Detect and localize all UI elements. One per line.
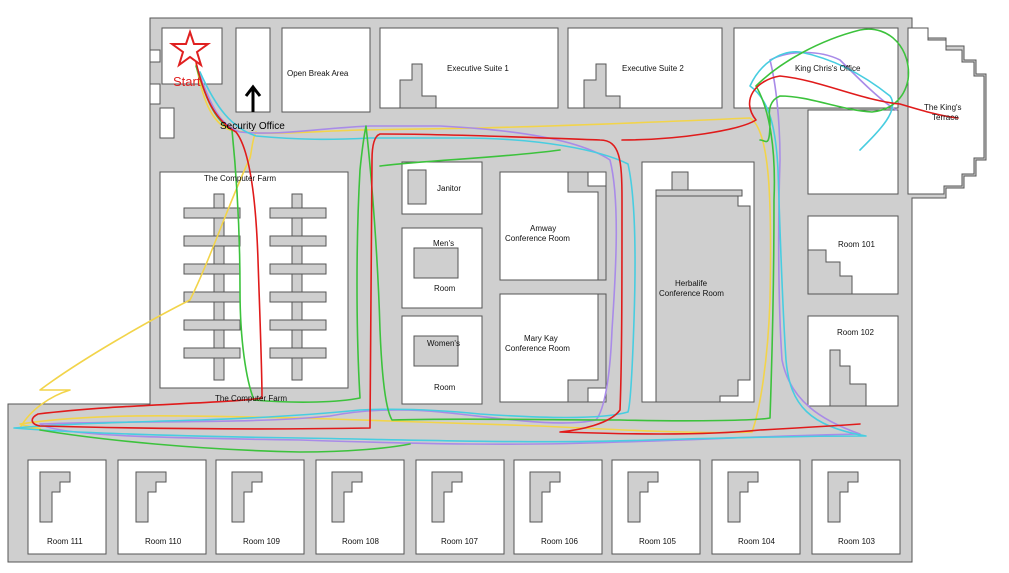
amway-obstacle bbox=[567, 171, 607, 281]
bottom-room-obstacles bbox=[39, 471, 859, 523]
route-green bbox=[39, 28, 910, 453]
route-paths bbox=[13, 28, 959, 453]
mens-label: Men's bbox=[433, 239, 454, 248]
mens-obstacle bbox=[413, 247, 459, 279]
king-chris-office-label: King Chris's Office bbox=[795, 64, 861, 73]
wall-notch-3 bbox=[159, 107, 175, 139]
open-break-area-label: Open Break Area bbox=[287, 69, 349, 78]
room-103-label: Room 103 bbox=[838, 537, 875, 546]
room-104-label: Room 104 bbox=[738, 537, 775, 546]
route-red bbox=[31, 61, 959, 435]
room-110-label: Room 110 bbox=[145, 537, 182, 546]
mens-room-label: Room bbox=[434, 284, 456, 293]
start-marker bbox=[168, 28, 212, 68]
room-107-label: Room 107 bbox=[441, 537, 478, 546]
amway-label-2: Conference Room bbox=[505, 234, 570, 243]
room-102-label: Room 102 bbox=[837, 328, 874, 337]
herbalife-table-top bbox=[655, 189, 743, 197]
room-111-label: Room 111 bbox=[47, 537, 83, 546]
mary-kay-obstacle bbox=[567, 293, 607, 403]
janitor-label: Janitor bbox=[437, 184, 461, 193]
kings-terrace-room bbox=[907, 27, 985, 195]
room-109-label: Room 109 bbox=[243, 537, 280, 546]
womens-obstacle bbox=[413, 335, 459, 367]
exec1-obstacle bbox=[399, 63, 437, 109]
start-label: Start bbox=[173, 74, 201, 89]
herbalife-obstacle bbox=[655, 171, 751, 403]
herbalife-label-2: Conference Room bbox=[659, 289, 724, 298]
executive-suite-1-label: Executive Suite 1 bbox=[447, 64, 509, 73]
kings-terrace-label-2: Terrace bbox=[932, 113, 959, 122]
security-office-label: Security Office bbox=[220, 121, 285, 132]
open-break-area-room bbox=[281, 27, 371, 113]
janitor-obstacle bbox=[407, 169, 427, 205]
womens-label: Women's bbox=[427, 339, 460, 348]
computer-farm-bottom-label: The Computer Farm bbox=[215, 394, 287, 403]
room-106-label: Room 106 bbox=[541, 537, 578, 546]
womens-room-label: Room bbox=[434, 383, 456, 392]
route-cyan bbox=[13, 51, 894, 443]
arrow-up-icon bbox=[244, 84, 262, 112]
amway-label-1: Amway bbox=[530, 224, 556, 233]
executive-suite-2-label: Executive Suite 2 bbox=[622, 64, 684, 73]
star-icon bbox=[168, 28, 212, 68]
room-102-obstacle bbox=[829, 349, 867, 407]
computer-farm-top-label: The Computer Farm bbox=[204, 174, 276, 183]
mary-kay-label-1: Mary Kay bbox=[524, 334, 558, 343]
wall-notch-1 bbox=[149, 49, 161, 63]
computer-farm-desks bbox=[183, 193, 327, 381]
herbalife-label-1: Herbalife bbox=[675, 279, 708, 288]
wall-notch-2 bbox=[149, 83, 161, 105]
room-105-label: Room 105 bbox=[639, 537, 676, 546]
exec2-obstacle bbox=[583, 63, 621, 109]
room-101-label: Room 101 bbox=[838, 240, 875, 249]
kings-terrace-label-1: The King's bbox=[924, 103, 962, 112]
room-101-obstacle bbox=[807, 249, 853, 295]
mary-kay-label-2: Conference Room bbox=[505, 344, 570, 353]
room-108-label: Room 108 bbox=[342, 537, 379, 546]
route-yellow bbox=[19, 63, 772, 434]
